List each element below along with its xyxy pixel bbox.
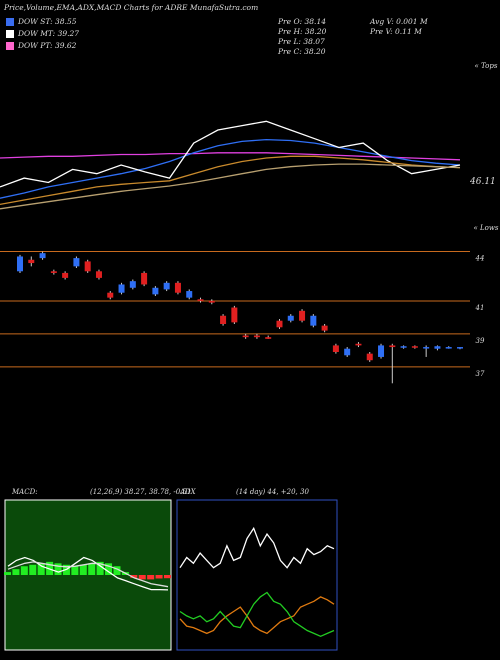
panel-params: (14 day) 44, +20, 30 xyxy=(236,488,309,496)
candle-body xyxy=(378,345,385,357)
candle-body xyxy=(73,258,80,267)
legend-swatch xyxy=(6,30,14,38)
line-series xyxy=(0,138,461,199)
candle-body xyxy=(445,347,452,349)
legend-label: DOW MT: 39.27 xyxy=(17,29,79,38)
candle-body xyxy=(50,271,57,273)
candle-body xyxy=(141,272,148,285)
y-tick-label: 44 xyxy=(475,255,485,263)
candle-body xyxy=(84,261,91,272)
legend-label: DOW PT: 39.62 xyxy=(17,41,77,50)
legend-swatch xyxy=(6,42,14,50)
candle-body xyxy=(118,284,125,293)
histogram-bar xyxy=(147,575,155,580)
stat: Pre C: 38.20 xyxy=(277,47,326,56)
last-value: 46.11 xyxy=(469,177,496,187)
histogram-bar xyxy=(29,564,37,575)
candle-body xyxy=(253,335,260,338)
candle-body xyxy=(62,272,69,278)
line-series xyxy=(179,596,335,635)
candle-body xyxy=(411,346,418,348)
tops-label: « Tops xyxy=(475,62,498,70)
candle-body xyxy=(332,345,339,352)
page-title: Price,Volume,EMA,ADX,MACD Charts for ADR… xyxy=(3,3,258,12)
histogram-bar xyxy=(12,569,20,575)
legend-label: DOW ST: 38.55 xyxy=(17,17,77,26)
histogram-bar xyxy=(155,575,163,579)
stat: Pre O: 38.14 xyxy=(277,17,326,26)
panel-label: ADX xyxy=(179,488,197,496)
histogram-bar xyxy=(96,561,104,575)
histogram-bar xyxy=(138,575,146,580)
stat: Avg V: 0.001 M xyxy=(369,17,428,26)
line-series xyxy=(179,591,335,638)
stat: Pre V: 0.11 M xyxy=(369,27,422,36)
line-series xyxy=(0,155,461,206)
candle-body xyxy=(17,256,23,272)
candle-body xyxy=(197,299,204,301)
histogram-bar xyxy=(130,575,138,578)
candle-body xyxy=(39,253,46,259)
candle-body xyxy=(242,335,249,338)
candle-body xyxy=(129,281,136,288)
y-tick-label: 37 xyxy=(476,370,485,378)
line-series xyxy=(179,526,335,569)
candle-body xyxy=(163,282,170,290)
candle-body xyxy=(95,271,102,278)
macd-line xyxy=(7,561,169,588)
histogram-bar xyxy=(164,575,171,579)
candle-body xyxy=(366,353,373,361)
histogram-bar xyxy=(113,566,121,575)
candle-body xyxy=(389,345,396,348)
candle-body xyxy=(310,315,317,326)
stat: Pre L: 38.07 xyxy=(277,37,325,46)
line-series xyxy=(0,163,461,210)
histogram-bar xyxy=(88,563,96,575)
panel-params: (12,26,9) 38.27, 38.78, -0.51 xyxy=(90,488,191,496)
candle-body xyxy=(434,346,441,349)
candle-body xyxy=(287,315,294,321)
panel-frame xyxy=(176,499,338,651)
histogram-bar xyxy=(4,572,11,575)
candle-body xyxy=(208,300,215,303)
candle-body xyxy=(265,337,272,339)
candle-body xyxy=(423,347,430,349)
candle-body xyxy=(107,292,114,298)
y-tick-label: 39 xyxy=(476,337,485,345)
macd-line xyxy=(7,556,169,591)
candle-body xyxy=(186,291,193,298)
candle-body xyxy=(231,307,238,323)
candle-body xyxy=(174,282,181,293)
candle-body xyxy=(220,315,227,324)
lows-label: « Lows xyxy=(474,224,499,232)
panel-label: MACD: xyxy=(11,488,38,496)
stat: Pre H: 38.20 xyxy=(277,27,327,36)
histogram-bar xyxy=(105,563,113,575)
candle-body xyxy=(400,346,407,348)
candle-body xyxy=(355,343,362,346)
y-tick-label: 41 xyxy=(475,304,485,312)
histogram-bar xyxy=(79,564,87,575)
candle-body xyxy=(457,347,463,349)
histogram-bar xyxy=(20,566,28,575)
line-series xyxy=(0,120,461,188)
histogram-bar xyxy=(54,563,62,575)
candle-body xyxy=(321,325,328,331)
candle-body xyxy=(28,259,35,264)
candle-body xyxy=(344,348,351,356)
candle-body xyxy=(299,310,306,321)
legend-swatch xyxy=(6,18,14,26)
candle-body xyxy=(152,287,159,295)
histogram-bar xyxy=(37,563,45,575)
histogram-bar xyxy=(71,566,79,575)
candle-body xyxy=(276,320,283,328)
